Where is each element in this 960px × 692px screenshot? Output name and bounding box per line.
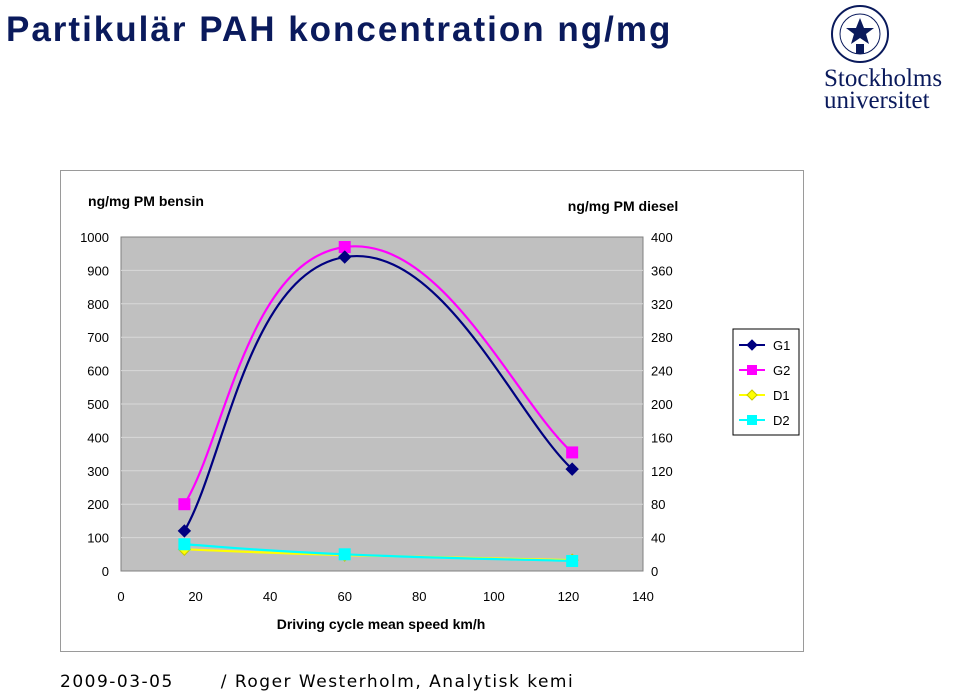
y-right-tick-label: 120 bbox=[651, 464, 673, 479]
y-left-tick-label: 0 bbox=[102, 564, 109, 579]
legend-marker-g1 bbox=[746, 339, 758, 351]
y-right-tick-label: 240 bbox=[651, 364, 673, 379]
footer-author: / Roger Westerholm, Analytisk kemi bbox=[220, 672, 575, 692]
y-left-tick-label: 400 bbox=[87, 430, 109, 445]
y-right-tick-label: 40 bbox=[651, 531, 665, 546]
left-axis-title: ng/mg PM bensin bbox=[88, 193, 204, 209]
legend-label-d2: D2 bbox=[773, 413, 790, 428]
x-axis-title: Driving cycle mean speed km/h bbox=[277, 616, 486, 632]
x-tick-label: 140 bbox=[632, 589, 654, 604]
y-right-tick-label: 160 bbox=[651, 430, 673, 445]
legend-marker-g2 bbox=[747, 365, 757, 375]
y-right-tick-label: 280 bbox=[651, 330, 673, 345]
legend-label-d1: D1 bbox=[773, 388, 790, 403]
chart-frame: 0 100 200 300 400 500 600 700 800 900 1000 0 40 80 120… bbox=[60, 170, 804, 652]
y-right-tick-label: 200 bbox=[651, 397, 673, 412]
data-point-d2 bbox=[566, 554, 579, 567]
x-tick-label: 20 bbox=[188, 589, 202, 604]
data-point-g2 bbox=[566, 446, 579, 459]
chart: 0100200300400500600700800900100004080120… bbox=[80, 193, 800, 632]
x-tick-label: 120 bbox=[558, 589, 580, 604]
y-right-tick-label: 80 bbox=[651, 497, 665, 512]
y-left-tick-label: 800 bbox=[87, 297, 109, 312]
y-left-tick-label: 600 bbox=[87, 364, 109, 379]
x-tick-label: 40 bbox=[263, 589, 277, 604]
legend-label-g2: G2 bbox=[773, 363, 790, 378]
data-point-g1 bbox=[177, 524, 192, 538]
right-axis-title: ng/mg PM diesel bbox=[568, 198, 678, 214]
y-left-tick-label: 200 bbox=[87, 497, 109, 512]
legend-marker-d2 bbox=[747, 415, 757, 425]
x-tick-label: 100 bbox=[483, 589, 505, 604]
data-point-g1 bbox=[338, 250, 352, 264]
y-right-tick-label: 400 bbox=[651, 230, 673, 245]
slide-title: Partikulär PAH koncentration ng/mg bbox=[6, 10, 673, 49]
y-right-tick-label: 0 bbox=[651, 564, 658, 579]
x-tick-label: 60 bbox=[337, 589, 351, 604]
legend-label-g1: G1 bbox=[773, 338, 790, 353]
y-left-tick-label: 100 bbox=[87, 531, 109, 546]
footer-date: 2009-03-05 bbox=[60, 672, 174, 692]
y-left-tick-label: 900 bbox=[87, 263, 109, 278]
y-right-tick-label: 360 bbox=[651, 263, 673, 278]
legend-marker-d1 bbox=[746, 389, 758, 401]
data-point-d2 bbox=[178, 538, 191, 551]
x-tick-label: 80 bbox=[412, 589, 426, 604]
legend-box bbox=[732, 328, 800, 436]
data-point-d2 bbox=[338, 548, 351, 561]
data-point-g2 bbox=[178, 498, 191, 511]
logo-text-stockholms: Stockholms bbox=[824, 65, 943, 92]
y-right-tick-label: 320 bbox=[651, 297, 673, 312]
x-tick-label: 0 bbox=[117, 589, 124, 604]
footer: 2009-03-05 / Roger Westerholm, Analytisk… bbox=[60, 672, 574, 692]
data-point-g2 bbox=[338, 241, 351, 254]
y-left-tick-label: 300 bbox=[87, 464, 109, 479]
y-left-tick-label: 1000 bbox=[80, 230, 109, 245]
university-seal-logo bbox=[831, 5, 889, 63]
series-line-d2 bbox=[184, 543, 573, 563]
data-point-g1 bbox=[565, 462, 579, 476]
y-left-tick-label: 500 bbox=[87, 397, 109, 412]
logo-text-universitet: universitet bbox=[824, 87, 930, 114]
y-left-tick-label: 700 bbox=[87, 330, 109, 345]
